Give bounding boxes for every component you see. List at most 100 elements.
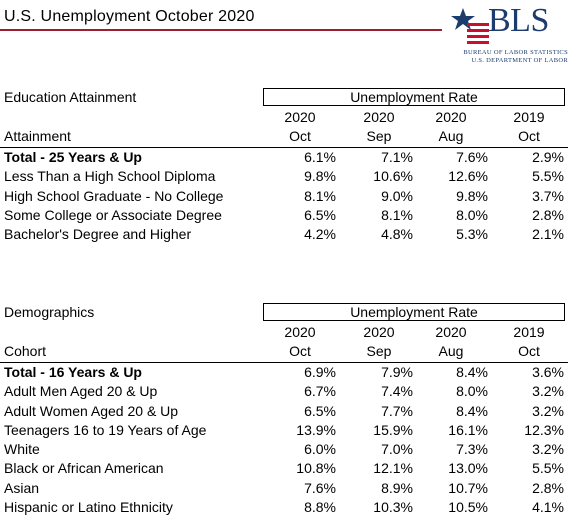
value-cell: 7.9% — [381, 364, 413, 380]
row-label: Some College or Associate Degree — [4, 206, 222, 223]
row-label: Total - 16 Years & Up — [4, 364, 142, 380]
value-cell: 13.9% — [296, 421, 336, 438]
value-cell: 10.3% — [373, 499, 413, 516]
month-header: Sep — [366, 343, 392, 359]
value-cell: 15.9% — [373, 421, 413, 438]
value-cell: 7.7% — [381, 402, 413, 419]
value-cell: 8.1% — [304, 187, 336, 204]
value-cell: 8.8% — [304, 499, 336, 516]
value-cell: 6.0% — [304, 441, 336, 458]
table-body: Total - 16 Years & Up 6.9% 7.9% 8.4% 3.6… — [0, 363, 568, 517]
value-cell: 5.5% — [532, 460, 564, 477]
value-cell: 8.9% — [381, 479, 413, 496]
row-label: Asian — [4, 479, 40, 496]
year-header: 2020 — [363, 324, 395, 340]
logo-subtitle-department: U.S. DEPARTMENT OF LABOR — [471, 57, 568, 64]
row-label: Total - 25 Years & Up — [4, 149, 142, 165]
month-header: Oct — [518, 128, 540, 144]
value-cell: 10.5% — [448, 499, 488, 516]
header-rule — [0, 147, 568, 148]
value-cell: 8.4% — [456, 364, 488, 380]
rate-header: Unemployment Rate — [263, 88, 565, 106]
month-header: Oct — [518, 343, 540, 359]
value-cell: 2.9% — [532, 149, 564, 165]
table-row: Hispanic or Latino Ethnicity 8.8% 10.3% … — [0, 498, 568, 517]
row-label: Teenagers 16 to 19 Years of Age — [4, 421, 207, 438]
value-cell: 7.6% — [456, 149, 488, 165]
value-cell: 2.8% — [532, 479, 564, 496]
value-cell: 6.7% — [304, 383, 336, 400]
value-cell: 4.2% — [304, 226, 336, 243]
year-header: 2020 — [284, 324, 316, 340]
table-row: Some College or Associate Degree 6.5% 8.… — [0, 206, 568, 225]
month-header: Aug — [438, 128, 464, 144]
value-cell: 5.3% — [456, 226, 488, 243]
month-header: Oct — [289, 343, 311, 359]
year-header: 2020 — [284, 109, 316, 125]
value-cell: 8.0% — [456, 383, 488, 400]
year-header: 2020 — [363, 109, 395, 125]
value-cell: 10.7% — [448, 479, 488, 496]
table-row: Bachelor's Degree and Higher 4.2% 4.8% 5… — [0, 225, 568, 244]
table-row: Adult Women Aged 20 & Up 6.5% 7.7% 8.4% … — [0, 402, 568, 421]
year-header: 2020 — [435, 109, 467, 125]
value-cell: 4.8% — [381, 226, 413, 243]
value-cell: 12.1% — [373, 460, 413, 477]
year-header: 2019 — [513, 324, 545, 340]
star-flag-icon — [451, 8, 489, 44]
value-cell: 7.0% — [381, 441, 413, 458]
month-header: Oct — [289, 128, 311, 144]
value-cell: 8.0% — [456, 206, 488, 223]
value-cell: 8.1% — [381, 206, 413, 223]
row-label: Bachelor's Degree and Higher — [4, 226, 192, 243]
header-rule — [0, 362, 568, 363]
table-row: Less Than a High School Diploma 9.8% 10.… — [0, 167, 568, 186]
table-row-total: Total - 16 Years & Up 6.9% 7.9% 8.4% 3.6… — [0, 363, 568, 382]
value-cell: 7.3% — [456, 441, 488, 458]
row-label: Adult Women Aged 20 & Up — [4, 402, 179, 419]
table-row: Adult Men Aged 20 & Up 6.7% 7.4% 8.0% 3.… — [0, 382, 568, 401]
title-underline — [0, 29, 442, 31]
logo-wordmark: BLS — [488, 2, 549, 39]
value-cell: 3.2% — [532, 402, 564, 419]
table-row-total: Total - 25 Years & Up 6.1% 7.1% 7.6% 2.9… — [0, 148, 568, 167]
value-cell: 10.6% — [373, 168, 413, 185]
table-row: Teenagers 16 to 19 Years of Age 13.9% 15… — [0, 421, 568, 440]
value-cell: 4.1% — [532, 499, 564, 516]
column-title: Cohort — [4, 343, 47, 359]
month-header: Aug — [438, 343, 464, 359]
value-cell: 3.2% — [532, 383, 564, 400]
table-row: Asian 7.6% 8.9% 10.7% 2.8% — [0, 479, 568, 498]
month-header: Sep — [366, 128, 392, 144]
value-cell: 6.9% — [304, 364, 336, 380]
value-cell: 6.1% — [304, 149, 336, 165]
value-cell: 3.6% — [532, 364, 564, 380]
value-cell: 6.5% — [304, 206, 336, 223]
value-cell: 12.3% — [524, 421, 564, 438]
value-cell: 9.0% — [381, 187, 413, 204]
value-cell: 16.1% — [448, 421, 488, 438]
section-label: Education Attainment — [4, 89, 137, 105]
bls-logo: BLS BUREAU OF LABOR STATISTICS U.S. DEPA… — [450, 2, 568, 68]
value-cell: 2.1% — [532, 226, 564, 243]
value-cell: 3.2% — [532, 441, 564, 458]
row-label: White — [4, 441, 40, 458]
column-title: Attainment — [4, 128, 71, 144]
year-header: 2020 — [435, 324, 467, 340]
table-row: High School Graduate - No College 8.1% 9… — [0, 187, 568, 206]
value-cell: 9.8% — [456, 187, 488, 204]
table-row: Black or African American 10.8% 12.1% 13… — [0, 459, 568, 478]
logo-subtitle-bureau: BUREAU OF LABOR STATISTICS — [463, 49, 568, 56]
page-title: U.S. Unemployment October 2020 — [4, 8, 255, 25]
value-cell: 7.1% — [381, 149, 413, 165]
row-label: Hispanic or Latino Ethnicity — [4, 499, 173, 516]
value-cell: 7.6% — [304, 479, 336, 496]
table-body: Total - 25 Years & Up 6.1% 7.1% 7.6% 2.9… — [0, 148, 568, 244]
year-header: 2019 — [513, 109, 545, 125]
rate-header: Unemployment Rate — [263, 303, 565, 321]
value-cell: 12.6% — [448, 168, 488, 185]
value-cell: 13.0% — [448, 460, 488, 477]
value-cell: 8.4% — [456, 402, 488, 419]
section-label: Demographics — [4, 304, 95, 320]
value-cell: 6.5% — [304, 402, 336, 419]
